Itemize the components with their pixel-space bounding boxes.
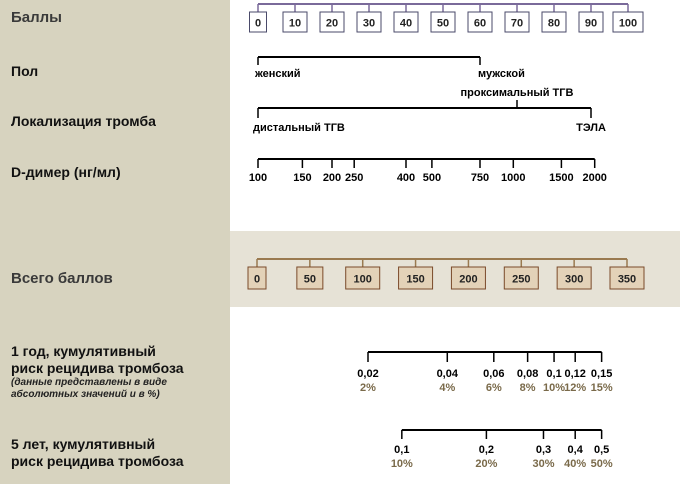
points-tick-label: 90 (585, 18, 597, 30)
points-tick-label: 80 (548, 18, 560, 30)
points-tick-label: 0 (255, 18, 261, 30)
total-tick-label: 50 (304, 274, 316, 286)
points-tick-box (612, 11, 644, 33)
risk5-percent-label: 10% (391, 458, 413, 470)
total-tick-box (609, 266, 645, 290)
ddimer-tick-label: 1000 (501, 172, 525, 184)
label-panel (0, 0, 230, 484)
total-tick-label: 250 (512, 274, 530, 286)
risk5-label-line2: риск рецидива тромбоза (11, 453, 184, 469)
ddimer-tick-label: 1500 (549, 172, 573, 184)
risk5-value-label: 0,5 (594, 444, 609, 456)
total-tick-box (247, 266, 267, 290)
sex-category-label: мужской (478, 68, 525, 80)
risk5-row-label: 5 лет, кумулятивный риск рецидива тромбо… (11, 436, 184, 470)
total-tick-box (398, 266, 434, 290)
ddimer-tick-label: 100 (249, 172, 267, 184)
risk5-value-label: 0,4 (568, 444, 584, 456)
ddimer-row-label: D-димер (нг/мл) (11, 164, 121, 180)
risk1-percent-label: 4% (439, 382, 455, 394)
risk1-label-line1: 1 год, кумулятивный (11, 343, 156, 359)
total-tick-box (556, 266, 592, 290)
risk1-value-label: 0,08 (517, 368, 538, 380)
risk1-value-label: 0,15 (591, 368, 612, 380)
points-tick-box (504, 11, 530, 33)
points-tick-box (356, 11, 382, 33)
ddimer-tick-label: 200 (323, 172, 341, 184)
sex-category-label: женский (254, 68, 301, 80)
points-tick-label: 100 (619, 18, 637, 30)
risk1-value-label: 0,1 (546, 368, 561, 380)
points-tick-label: 60 (474, 18, 486, 30)
points-tick-box (282, 11, 308, 33)
risk5-percent-label: 20% (475, 458, 497, 470)
risk1-percent-label: 2% (360, 382, 376, 394)
risk1-value-label: 0,02 (357, 368, 378, 380)
risk1-note-line1: (данные представлены в виде (11, 377, 167, 388)
risk1-percent-label: 6% (486, 382, 502, 394)
points-tick-box (467, 11, 493, 33)
total-tick-box (296, 266, 324, 290)
points-tick-label: 40 (400, 18, 412, 30)
ddimer-tick-label: 400 (397, 172, 415, 184)
total-tick-label: 100 (354, 274, 372, 286)
points-tick-box (319, 11, 345, 33)
risk5-percent-label: 50% (591, 458, 613, 470)
risk1-value-label: 0,06 (483, 368, 504, 380)
risk5-value-label: 0,2 (479, 444, 494, 456)
points-tick-label: 30 (363, 18, 375, 30)
total-tick-box (345, 266, 381, 290)
location-category-label: проксимальный ТГВ (461, 87, 574, 99)
ddimer-tick-label: 150 (293, 172, 311, 184)
total-row-label: Всего баллов (11, 270, 113, 287)
sex-row-label: Пол (11, 63, 39, 79)
risk1-row-label: 1 год, кумулятивный риск рецидива тромбо… (11, 343, 184, 401)
points-tick-label: 50 (437, 18, 449, 30)
risk5-value-label: 0,1 (394, 444, 409, 456)
total-tick-box (503, 266, 539, 290)
risk1-note-line2: абсолютных значений и в %) (11, 389, 160, 400)
risk1-value-label: 0,04 (437, 368, 459, 380)
risk1-percent-label: 8% (520, 382, 536, 394)
risk5-label-line1: 5 лет, кумулятивный (11, 436, 156, 452)
points-tick-label: 20 (326, 18, 338, 30)
ddimer-tick-label: 750 (471, 172, 489, 184)
ddimer-tick-label: 2000 (582, 172, 606, 184)
points-tick-box (249, 11, 267, 33)
ddimer-tick-label: 500 (423, 172, 441, 184)
risk5-percent-label: 40% (564, 458, 586, 470)
total-tick-label: 300 (565, 274, 583, 286)
risk5-value-label: 0,3 (536, 444, 551, 456)
points-tick-box (430, 11, 456, 33)
total-tick-label: 200 (459, 274, 477, 286)
location-row-label: Локализация тромба (11, 113, 156, 129)
points-tick-box (578, 11, 604, 33)
total-tick-label: 0 (254, 274, 260, 286)
total-tick-label: 150 (406, 274, 424, 286)
points-tick-label: 10 (289, 18, 301, 30)
risk1-percent-label: 15% (591, 382, 613, 394)
points-row-label: Баллы (11, 9, 62, 26)
points-tick-label: 70 (511, 18, 523, 30)
location-category-label: ТЭЛА (576, 122, 606, 134)
risk1-value-label: 0,12 (564, 368, 585, 380)
location-category-label: дистальный ТГВ (253, 122, 345, 134)
risk1-percent-label: 10% (543, 382, 565, 394)
total-tick-label: 350 (618, 274, 636, 286)
risk1-label-line2: риск рецидива тромбоза (11, 360, 184, 376)
risk1-percent-label: 12% (564, 382, 586, 394)
ddimer-tick-label: 250 (345, 172, 363, 184)
points-tick-box (541, 11, 567, 33)
risk5-percent-label: 30% (532, 458, 554, 470)
points-tick-box (393, 11, 419, 33)
total-tick-box (450, 266, 486, 290)
